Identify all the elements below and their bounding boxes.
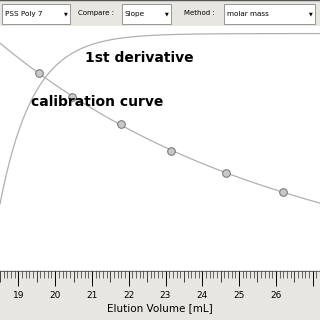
- Text: Elution Volume [mL]: Elution Volume [mL]: [107, 303, 213, 313]
- FancyBboxPatch shape: [122, 4, 171, 24]
- Text: 20: 20: [50, 291, 61, 300]
- Text: 23: 23: [160, 291, 171, 300]
- Text: calibration curve: calibration curve: [31, 95, 164, 109]
- Text: Method :: Method :: [184, 10, 215, 16]
- Text: 21: 21: [86, 291, 98, 300]
- Text: molar mass: molar mass: [227, 11, 269, 17]
- Text: ▼: ▼: [308, 12, 312, 17]
- Text: Compare :: Compare :: [78, 10, 115, 16]
- Text: 26: 26: [270, 291, 282, 300]
- Text: ▼: ▼: [64, 12, 68, 17]
- Text: 19: 19: [13, 291, 24, 300]
- FancyBboxPatch shape: [224, 4, 315, 24]
- Text: PSS Poly 7: PSS Poly 7: [5, 11, 42, 17]
- Text: ▼: ▼: [164, 12, 168, 17]
- FancyBboxPatch shape: [2, 4, 70, 24]
- Text: 24: 24: [197, 291, 208, 300]
- Text: 1st derivative: 1st derivative: [85, 51, 194, 65]
- Text: Slope: Slope: [125, 11, 145, 17]
- Text: 25: 25: [233, 291, 245, 300]
- Text: 22: 22: [123, 291, 134, 300]
